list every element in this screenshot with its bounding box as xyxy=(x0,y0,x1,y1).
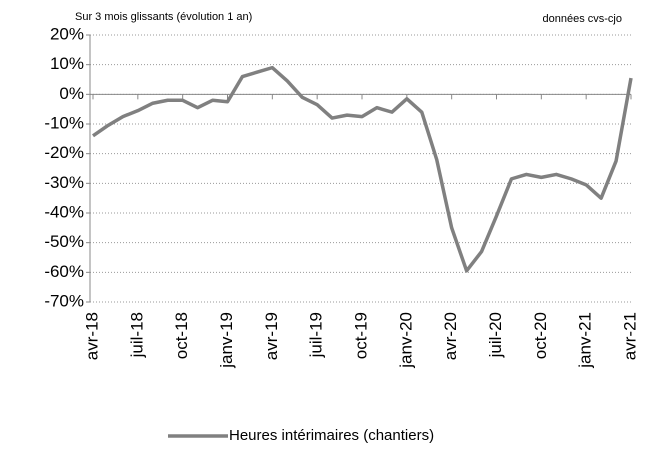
y-tick-label: -20% xyxy=(44,143,84,162)
x-tick-label: oct-20 xyxy=(531,312,550,359)
data-line xyxy=(92,65,633,273)
x-tick-label: avr-18 xyxy=(82,312,101,360)
y-tick-label: 0% xyxy=(59,84,84,103)
legend-label: Heures intérimaires (chantiers) xyxy=(229,427,434,444)
chart-subtitle: Sur 3 mois glissants (évolution 1 an) xyxy=(75,11,252,23)
x-tick-label: janv-20 xyxy=(396,312,415,369)
x-tick-label: avr-20 xyxy=(441,312,460,360)
y-tick-label: -50% xyxy=(44,232,84,251)
x-tick-label: juil-18 xyxy=(127,312,146,358)
chart-note: données cvs-cjo xyxy=(543,13,623,25)
y-tick-label: -10% xyxy=(44,113,84,132)
x-tick-label: oct-18 xyxy=(172,312,191,359)
x-tick-label: juil-19 xyxy=(307,312,326,358)
x-tick-label: oct-19 xyxy=(351,312,370,359)
y-tick-label: -60% xyxy=(44,262,84,281)
y-tick-label: -40% xyxy=(44,202,84,221)
x-tick-label: janv-21 xyxy=(576,312,595,369)
x-tick-label: janv-19 xyxy=(217,312,236,369)
x-tick-label: avr-19 xyxy=(262,312,281,360)
y-tick-label: 10% xyxy=(50,54,84,73)
x-tick-label: juil-20 xyxy=(486,312,505,358)
y-tick-label: -70% xyxy=(44,291,84,310)
y-tick-label: 20% xyxy=(50,24,84,43)
y-tick-label: -30% xyxy=(44,173,84,192)
x-tick-label: avr-21 xyxy=(620,312,639,360)
